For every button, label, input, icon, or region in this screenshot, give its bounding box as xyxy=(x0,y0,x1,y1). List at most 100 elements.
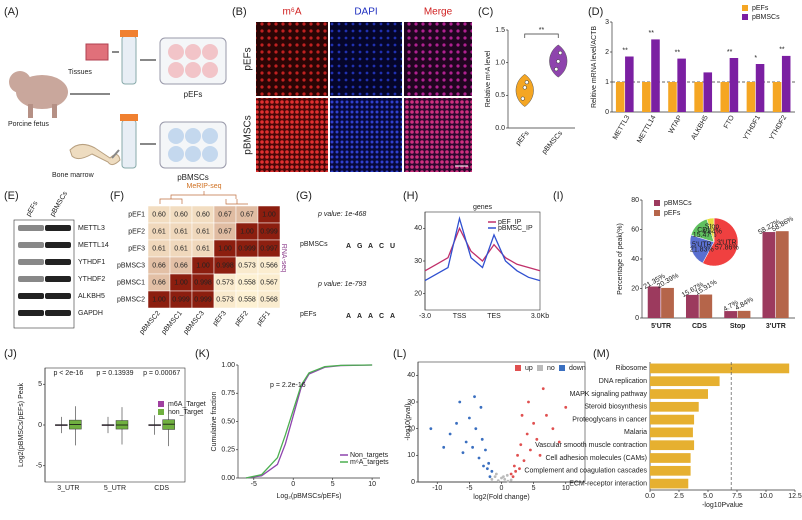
heatmap-cell xyxy=(257,290,281,309)
chart-title: genes xyxy=(473,204,493,211)
data-point xyxy=(467,416,471,420)
image-tile xyxy=(404,22,472,96)
panel-label: (G) xyxy=(296,190,312,202)
x-tick-label: -5 xyxy=(251,481,257,488)
panel-label: (L) xyxy=(393,348,406,360)
row-label: pEF1 xyxy=(128,211,145,218)
y-tick-label: MAPK signaling pathway xyxy=(570,391,648,398)
cell-label: 0.558 xyxy=(238,279,256,286)
data-point xyxy=(494,472,498,476)
pie-slice xyxy=(702,217,739,267)
bar xyxy=(651,39,660,112)
x-tick-label: TES xyxy=(487,313,501,320)
data-point xyxy=(490,469,494,473)
cell-label: 0.573 xyxy=(216,279,234,286)
bar xyxy=(650,427,693,438)
significance: ** xyxy=(539,27,545,34)
data-point xyxy=(519,443,523,447)
tube xyxy=(121,35,137,85)
data-point xyxy=(518,467,521,471)
data-point xyxy=(496,479,500,483)
panel-label: (I) xyxy=(553,190,563,202)
plot-frame xyxy=(44,367,186,483)
bar xyxy=(650,389,708,399)
data-point xyxy=(455,421,458,425)
wells xyxy=(168,44,218,78)
pie-value-label: 57.86% xyxy=(715,245,739,252)
panel-label: (K) xyxy=(195,348,210,360)
value-label: 58.86% xyxy=(771,216,795,234)
line xyxy=(424,226,541,272)
x-tick-label: pEFs xyxy=(515,130,531,147)
cell-label: 0.67 xyxy=(218,228,232,235)
legend-label: no xyxy=(547,365,555,372)
motif-letter: A xyxy=(357,313,362,320)
legend-swatch xyxy=(158,401,164,407)
data-point xyxy=(490,477,494,481)
y-tick-label: 0.25 xyxy=(221,447,235,454)
row-label: YTHDF2 xyxy=(78,276,105,283)
column-label: pEFs xyxy=(25,200,39,218)
legend-swatch xyxy=(742,5,748,11)
y-tick-label: 0 xyxy=(635,315,639,322)
bone xyxy=(69,144,121,166)
x-tick-label: WTAP xyxy=(668,114,684,135)
y-tick-label: 20 xyxy=(407,426,415,433)
cell-label: 0.573 xyxy=(216,296,234,303)
y-tick-label: 1.5 xyxy=(495,27,505,34)
x-tick-label: -3.0 xyxy=(419,313,431,320)
panel-label: (H) xyxy=(403,190,418,202)
data-point xyxy=(525,432,529,436)
cell-label: 0.61 xyxy=(174,245,188,252)
value-label: 15.91% xyxy=(694,279,718,297)
legend-label: pBMSCs xyxy=(752,14,780,21)
blot-band xyxy=(18,310,44,316)
row-label: pBMSC2 xyxy=(117,296,145,303)
x-tick-label: 3_UTR xyxy=(57,485,79,492)
data-point xyxy=(545,413,548,417)
significance: * xyxy=(754,55,757,62)
pie-value-label: 21.83% xyxy=(690,246,714,253)
label: Bone marrow xyxy=(52,172,95,179)
diagram-a: Tissues Porcine fetus Bone marrow pEFs p… xyxy=(8,30,227,182)
data-point xyxy=(506,479,510,483)
col-label: pEF2 xyxy=(234,310,250,327)
cell-label: 0.999 xyxy=(194,296,212,303)
column-header: DAPI xyxy=(354,7,377,18)
heatmap-title: MeRIP-seq xyxy=(186,183,221,190)
cell-label: 0.998 xyxy=(194,279,212,286)
x-tick-label: 10.0 xyxy=(759,493,773,500)
data-point xyxy=(527,400,530,404)
panel-label: (D) xyxy=(588,6,603,18)
x-tick-label: 3'UTR xyxy=(766,323,786,330)
bar xyxy=(746,82,756,112)
y-tick-label: 0.75 xyxy=(221,390,235,397)
row-label: GAPDH xyxy=(78,310,103,317)
annotation: p = 0.13939 xyxy=(96,370,133,377)
bar xyxy=(755,64,765,112)
image-tile xyxy=(256,22,328,96)
motif-letter: G xyxy=(357,243,363,250)
bar xyxy=(677,58,686,112)
data-point xyxy=(524,80,529,85)
cell-label: 0.66 xyxy=(152,279,166,286)
legend-label: m⁶A_targets xyxy=(350,459,389,466)
panel-label: (A) xyxy=(4,6,19,18)
x-tick-label: YTHDF1 xyxy=(742,114,762,141)
cell-label: 0.66 xyxy=(174,262,188,269)
col-label: pBMSC1 xyxy=(161,310,184,336)
pie-slice xyxy=(689,234,715,264)
x-tick-label: 2.5 xyxy=(674,493,684,500)
y-tick-label: 10 xyxy=(407,452,415,459)
y-tick-label: Ribosome xyxy=(615,365,647,372)
data-point xyxy=(557,440,561,444)
data-point xyxy=(442,445,446,449)
cell-label: 1.00 xyxy=(240,228,254,235)
cell-label: 0.61 xyxy=(152,245,166,252)
y-tick-label: 1.00 xyxy=(221,362,235,369)
cell-label: 1.00 xyxy=(218,245,232,252)
x-tick-label: ALKBH5 xyxy=(690,114,710,141)
bar xyxy=(703,72,713,112)
